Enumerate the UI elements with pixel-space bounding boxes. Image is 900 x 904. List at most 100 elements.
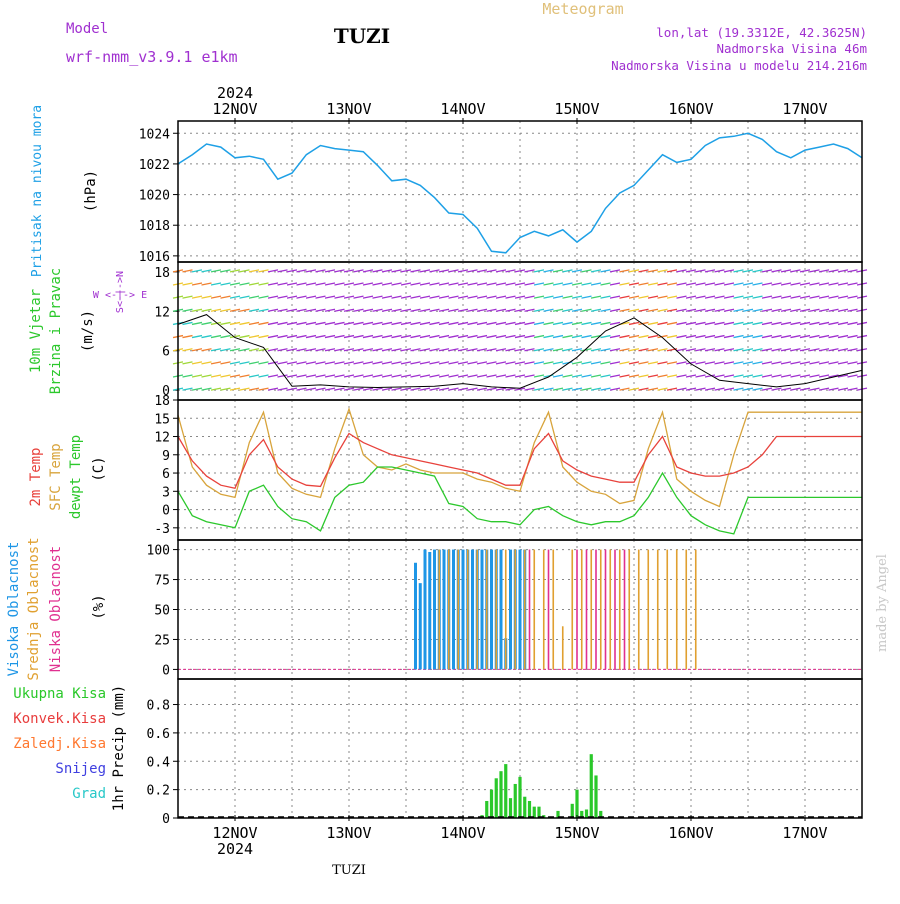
wind-barb <box>704 269 716 273</box>
wind-barb <box>467 282 478 286</box>
wind-barb <box>809 321 820 326</box>
wind-barb <box>600 308 611 312</box>
wind-barb <box>619 282 630 286</box>
wind-barb <box>780 374 792 378</box>
y-tick-label: 18 <box>154 394 170 409</box>
wind-barb <box>704 334 716 339</box>
wind-barb <box>457 269 469 273</box>
wind-barb <box>628 269 640 273</box>
wind-barb <box>182 334 193 339</box>
wind-barb <box>267 361 279 365</box>
wind-barb <box>229 361 241 365</box>
wind-barb <box>315 374 326 378</box>
wind-barb <box>543 334 554 339</box>
wind-barb <box>239 269 250 273</box>
wind-barb <box>362 295 374 299</box>
mid-cloud-bar <box>694 549 697 670</box>
wind-barb <box>220 282 231 286</box>
wind-barb <box>552 269 564 273</box>
wind-barb <box>419 321 431 326</box>
wind-barb <box>638 361 649 365</box>
wind-barb <box>752 334 763 339</box>
wind-barb <box>286 387 298 391</box>
wind-barb <box>495 282 507 286</box>
wind-barb <box>315 334 326 339</box>
mid-cloud-bar <box>618 549 621 670</box>
wind-barb <box>324 321 336 326</box>
wind-barb <box>647 334 659 339</box>
mid-cloud-bar <box>438 549 441 670</box>
wind-barb <box>704 308 716 312</box>
wind-barb <box>362 374 374 378</box>
wind-barb <box>533 295 545 299</box>
wind-barb <box>609 348 621 352</box>
wind-barb <box>305 348 317 352</box>
wind-barb <box>742 374 754 378</box>
wind-barb <box>486 374 497 378</box>
wind-barb <box>514 334 526 339</box>
wind-barb <box>248 374 260 378</box>
wind-barb <box>381 269 393 273</box>
wind-barb <box>638 308 649 312</box>
wind-barb <box>552 361 564 365</box>
footer-station: TUZI <box>332 863 366 878</box>
wind-barb <box>799 361 811 365</box>
wind-barb <box>286 361 298 365</box>
wind-barb <box>685 387 697 391</box>
low-cloud-bar <box>595 549 597 670</box>
wind-barb <box>229 348 241 352</box>
wind-barb <box>324 308 336 312</box>
wind-barb <box>400 269 412 273</box>
wind-barb <box>476 321 488 326</box>
wind-barb <box>847 295 858 299</box>
wind-barb <box>619 361 630 365</box>
wind-barb <box>676 269 687 273</box>
wind-barb <box>277 387 288 391</box>
x-day-label-bottom: 14NOV <box>440 824 485 842</box>
y-tick-label: -3 <box>154 522 170 537</box>
header: Model wrf-nmm_v3.9.1 e1km TUZI Meteogram… <box>66 0 867 73</box>
wind-barb <box>343 387 355 391</box>
y-tick-label: 0 <box>162 504 170 519</box>
wind-barb <box>362 308 374 312</box>
wind-barb <box>448 361 459 365</box>
x-year-top: 2024 <box>217 84 253 102</box>
wind-barb <box>448 269 459 273</box>
wind-barb <box>581 348 592 352</box>
wind-barb <box>229 295 241 299</box>
wind-barb <box>305 308 317 312</box>
wind-barb <box>771 269 782 273</box>
wind-barb <box>296 387 307 391</box>
wind-barb <box>533 282 545 286</box>
wind-barb <box>809 374 820 378</box>
wind-barb <box>799 348 811 352</box>
wind-barb <box>761 334 773 339</box>
high-cloud-bar <box>490 549 493 670</box>
wind-barb <box>771 361 782 365</box>
wind-barb <box>476 334 488 339</box>
wind-barb <box>410 361 421 365</box>
wind-barb <box>571 295 583 299</box>
y-tick-label: 0 <box>162 812 170 827</box>
high-cloud-bar <box>471 549 474 670</box>
wind-barb <box>334 334 345 339</box>
wind-barb <box>381 321 393 326</box>
wind-barb <box>448 387 459 391</box>
wind-barb <box>847 282 858 286</box>
wind-barb <box>638 282 649 286</box>
wind-barb <box>562 374 573 378</box>
elevation-text: Nadmorska Visina 46m <box>716 41 867 56</box>
wind-barb <box>590 374 602 378</box>
x-day-label-top: 16NOV <box>668 100 713 118</box>
wind-barb <box>277 348 288 352</box>
wind-barb <box>571 321 583 326</box>
wind-barb <box>286 334 298 339</box>
wind-barb <box>733 269 744 273</box>
mid-cloud-bar <box>457 549 460 670</box>
wind-barb <box>191 295 203 299</box>
wind-barb <box>353 387 364 391</box>
wind-barb <box>657 308 668 312</box>
wind-barb <box>239 308 250 312</box>
wind-barb <box>600 374 611 378</box>
wind-barb <box>239 295 250 299</box>
